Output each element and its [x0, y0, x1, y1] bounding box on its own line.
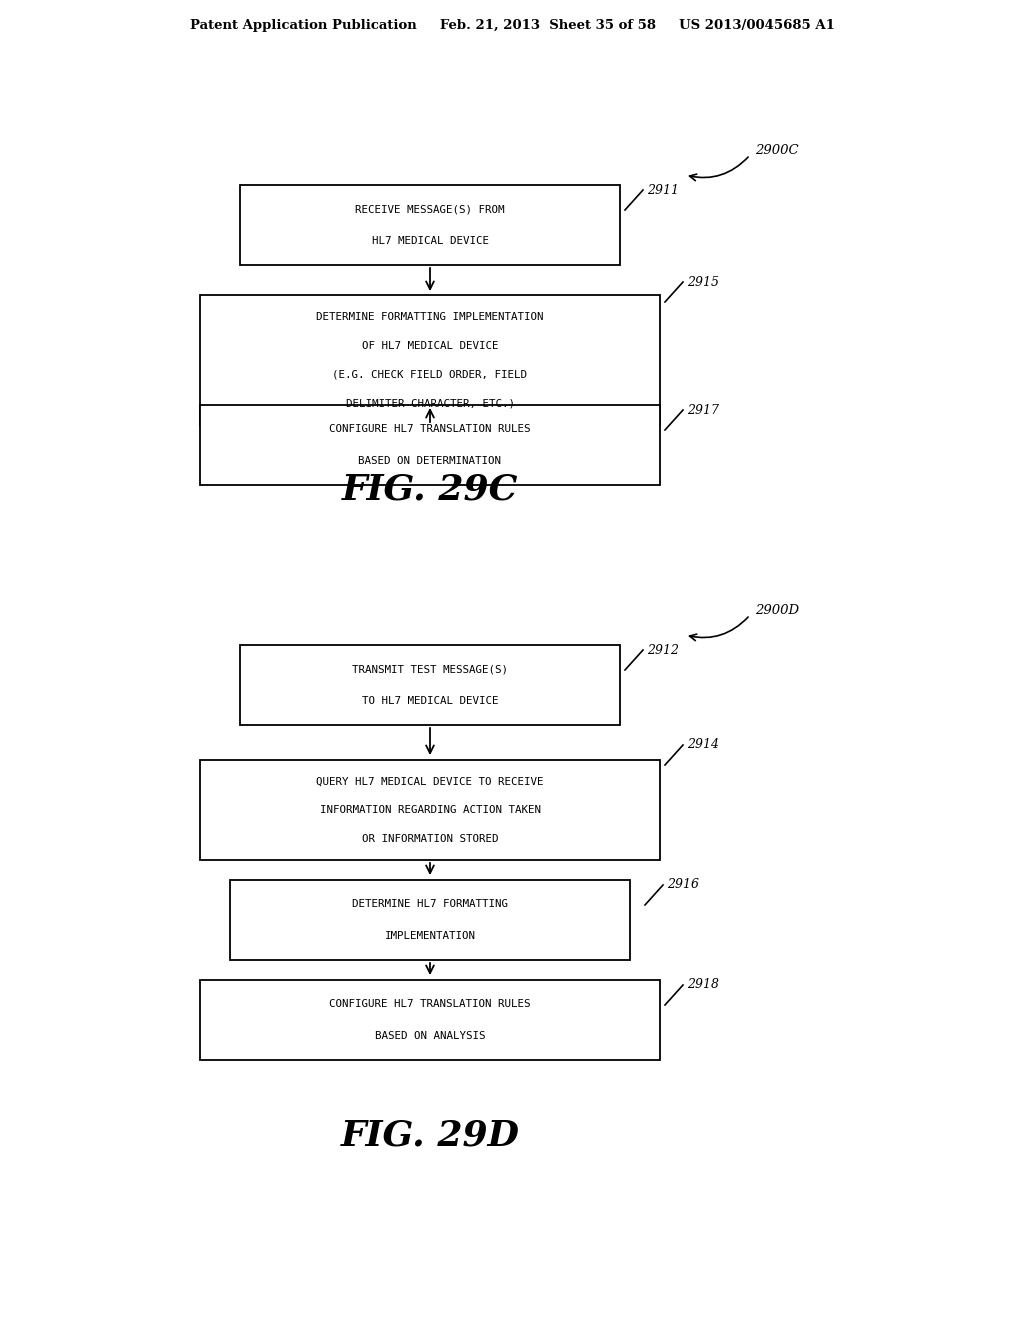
Text: 2912: 2912 [647, 644, 679, 656]
Text: Patent Application Publication     Feb. 21, 2013  Sheet 35 of 58     US 2013/004: Patent Application Publication Feb. 21, … [189, 18, 835, 32]
Text: 2900D: 2900D [755, 603, 799, 616]
Text: CONFIGURE HL7 TRANSLATION RULES: CONFIGURE HL7 TRANSLATION RULES [330, 424, 530, 434]
Text: BASED ON ANALYSIS: BASED ON ANALYSIS [375, 1031, 485, 1041]
Bar [200, 760, 660, 861]
Text: RECEIVE MESSAGE(S) FROM: RECEIVE MESSAGE(S) FROM [355, 205, 505, 214]
Text: DELIMITER CHARACTER, ETC.): DELIMITER CHARACTER, ETC.) [345, 399, 514, 408]
Bar [200, 979, 660, 1060]
Bar [240, 185, 620, 265]
Text: IMPLEMENTATION: IMPLEMENTATION [384, 931, 475, 941]
Text: TO HL7 MEDICAL DEVICE: TO HL7 MEDICAL DEVICE [361, 696, 499, 706]
Text: (E.G. CHECK FIELD ORDER, FIELD: (E.G. CHECK FIELD ORDER, FIELD [333, 370, 527, 379]
Bar [200, 294, 660, 425]
Text: OF HL7 MEDICAL DEVICE: OF HL7 MEDICAL DEVICE [361, 341, 499, 351]
Text: 2918: 2918 [687, 978, 719, 991]
Text: DETERMINE HL7 FORMATTING: DETERMINE HL7 FORMATTING [352, 899, 508, 909]
Bar [200, 405, 660, 484]
Text: FIG. 29C: FIG. 29C [342, 473, 518, 507]
Text: 2915: 2915 [687, 276, 719, 289]
Text: DETERMINE FORMATTING IMPLEMENTATION: DETERMINE FORMATTING IMPLEMENTATION [316, 312, 544, 322]
Bar [230, 880, 630, 960]
Text: HL7 MEDICAL DEVICE: HL7 MEDICAL DEVICE [372, 236, 488, 246]
Text: INFORMATION REGARDING ACTION TAKEN: INFORMATION REGARDING ACTION TAKEN [319, 805, 541, 814]
Text: FIG. 29D: FIG. 29D [341, 1118, 519, 1152]
Text: QUERY HL7 MEDICAL DEVICE TO RECEIVE: QUERY HL7 MEDICAL DEVICE TO RECEIVE [316, 776, 544, 787]
Text: 2900C: 2900C [755, 144, 799, 157]
Text: OR INFORMATION STORED: OR INFORMATION STORED [361, 833, 499, 843]
Text: 2914: 2914 [687, 738, 719, 751]
Text: 2917: 2917 [687, 404, 719, 417]
Text: 2911: 2911 [647, 183, 679, 197]
Text: 2916: 2916 [667, 879, 699, 891]
Text: CONFIGURE HL7 TRANSLATION RULES: CONFIGURE HL7 TRANSLATION RULES [330, 999, 530, 1008]
Text: BASED ON DETERMINATION: BASED ON DETERMINATION [358, 455, 502, 466]
Text: TRANSMIT TEST MESSAGE(S): TRANSMIT TEST MESSAGE(S) [352, 664, 508, 675]
Bar [240, 645, 620, 725]
